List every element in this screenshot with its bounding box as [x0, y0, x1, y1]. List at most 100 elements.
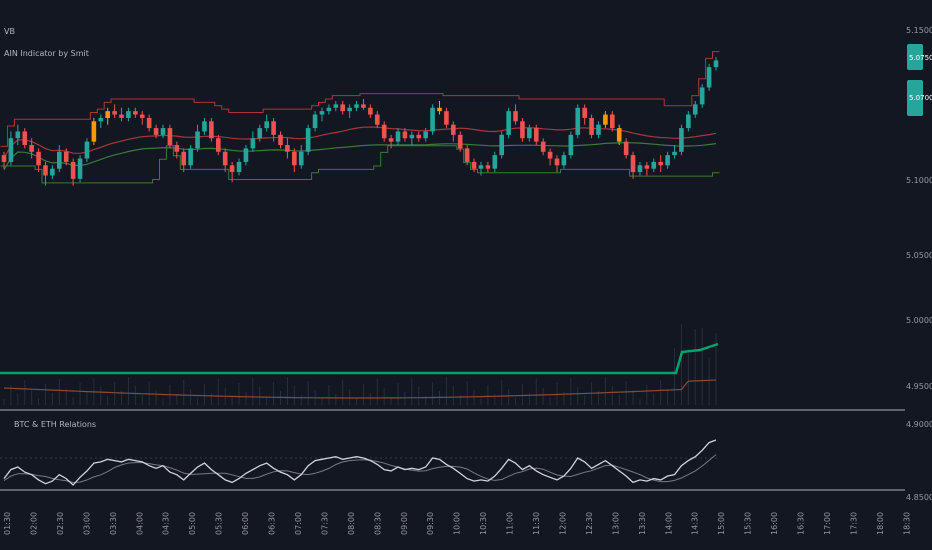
candle-body — [15, 131, 21, 139]
candle-body — [699, 87, 705, 105]
candle-body — [250, 138, 256, 149]
candle-body — [285, 145, 290, 152]
time-label: 03:00 — [82, 512, 91, 535]
candle-body — [57, 151, 62, 169]
price-label: 5.0500 — [906, 251, 932, 260]
candle-body — [672, 151, 677, 156]
time-axis[interactable]: 01:30 02:00 02:30 03:00 03:30 04:00 04:30 05:00… — [3, 512, 911, 535]
candle-body — [50, 168, 55, 176]
candle-body — [679, 128, 684, 152]
candle-body — [381, 124, 387, 139]
candle-body — [347, 107, 352, 112]
osc-slow-line — [3, 454, 717, 484]
candle-body — [527, 128, 532, 139]
candle-body — [706, 67, 712, 88]
candle-body — [1, 155, 7, 162]
sub-panel-title[interactable]: BTC & ETH Relations — [14, 420, 96, 429]
osc-main-line — [3, 439, 717, 486]
candle-body — [319, 111, 325, 115]
candle-body — [603, 114, 608, 125]
candle-body — [520, 121, 525, 139]
candle-body — [354, 104, 359, 108]
time-label: 05:00 — [188, 512, 197, 535]
indicator-label[interactable]: AIN Indicator by Smit — [4, 49, 89, 58]
time-label: 18:00 — [876, 512, 885, 535]
candle-body — [409, 134, 415, 139]
candle-body — [340, 104, 346, 112]
price-label: 4.8500 — [906, 493, 932, 502]
candle-body — [658, 161, 663, 166]
candle-body — [402, 131, 408, 139]
time-label: 15:00 — [717, 512, 726, 535]
candle-body — [713, 60, 719, 68]
candle-body — [43, 165, 48, 176]
candle-body — [22, 131, 28, 145]
candle-body — [582, 107, 587, 118]
time-label: 14:00 — [664, 512, 673, 535]
time-label: 07:30 — [320, 512, 329, 535]
candle-body — [374, 114, 380, 125]
candle-body — [146, 117, 152, 129]
candle-body — [610, 114, 615, 129]
candle-body — [361, 104, 366, 108]
time-label: 10:30 — [479, 512, 488, 535]
time-label: 10:00 — [453, 512, 462, 535]
candle-body — [444, 111, 449, 125]
time-label: 12:30 — [585, 512, 594, 535]
candle-body — [298, 151, 304, 166]
candle-body — [243, 148, 249, 162]
upper-band — [0, 51, 720, 147]
candle-body — [464, 148, 470, 162]
candle-body — [395, 131, 401, 142]
candle-body — [554, 158, 560, 166]
time-label: 17:30 — [849, 512, 858, 535]
price-axis[interactable]: 5.1500 5.1000 5.0500 5.0000 4.9500 4.900… — [906, 26, 932, 502]
price-label: 5.1000 — [906, 176, 932, 185]
time-label: 04:00 — [135, 512, 144, 535]
symbol-label[interactable]: VB — [4, 27, 15, 36]
time-label: 11:00 — [506, 512, 515, 535]
time-label: 13:30 — [638, 512, 647, 535]
time-label: 18:30 — [902, 512, 911, 535]
candle-body — [437, 107, 442, 112]
candle-body — [540, 141, 546, 152]
candle-body — [202, 121, 207, 132]
candle-body — [222, 151, 228, 166]
candle-body — [423, 131, 428, 139]
candle-body — [368, 107, 373, 115]
candle-body — [533, 128, 539, 142]
last-price-tag — [907, 44, 923, 70]
time-label: 04:30 — [162, 512, 171, 535]
candle-body — [181, 151, 187, 166]
candle-body — [264, 121, 269, 129]
candle-body — [271, 121, 276, 135]
volume-pane — [0, 324, 719, 405]
lower-band — [0, 145, 720, 184]
candle-body — [292, 151, 297, 166]
candle-body — [174, 145, 180, 152]
time-label: 08:00 — [347, 512, 356, 535]
candle-body — [568, 134, 574, 156]
price-label: 5.1500 — [906, 26, 932, 35]
candle-body — [36, 151, 41, 166]
candlestick-series — [1, 57, 719, 186]
candle-body — [333, 104, 339, 108]
candle-body — [160, 128, 166, 135]
time-label: 06:30 — [268, 512, 277, 535]
volume-ma-line — [0, 342, 719, 375]
price-label: 5.0000 — [906, 316, 932, 325]
candle-body — [485, 165, 491, 169]
candle-body — [457, 134, 463, 149]
price-label: 4.9000 — [906, 420, 932, 429]
candle-body — [278, 134, 283, 145]
time-label: 02:30 — [56, 512, 65, 535]
candle-body — [630, 155, 636, 173]
candle-body — [257, 128, 263, 139]
candle-body — [84, 141, 90, 159]
candle-body — [388, 138, 394, 142]
candle-body — [506, 111, 511, 135]
second-price-value: 5.0700 — [909, 94, 932, 102]
candle-body — [616, 128, 622, 142]
